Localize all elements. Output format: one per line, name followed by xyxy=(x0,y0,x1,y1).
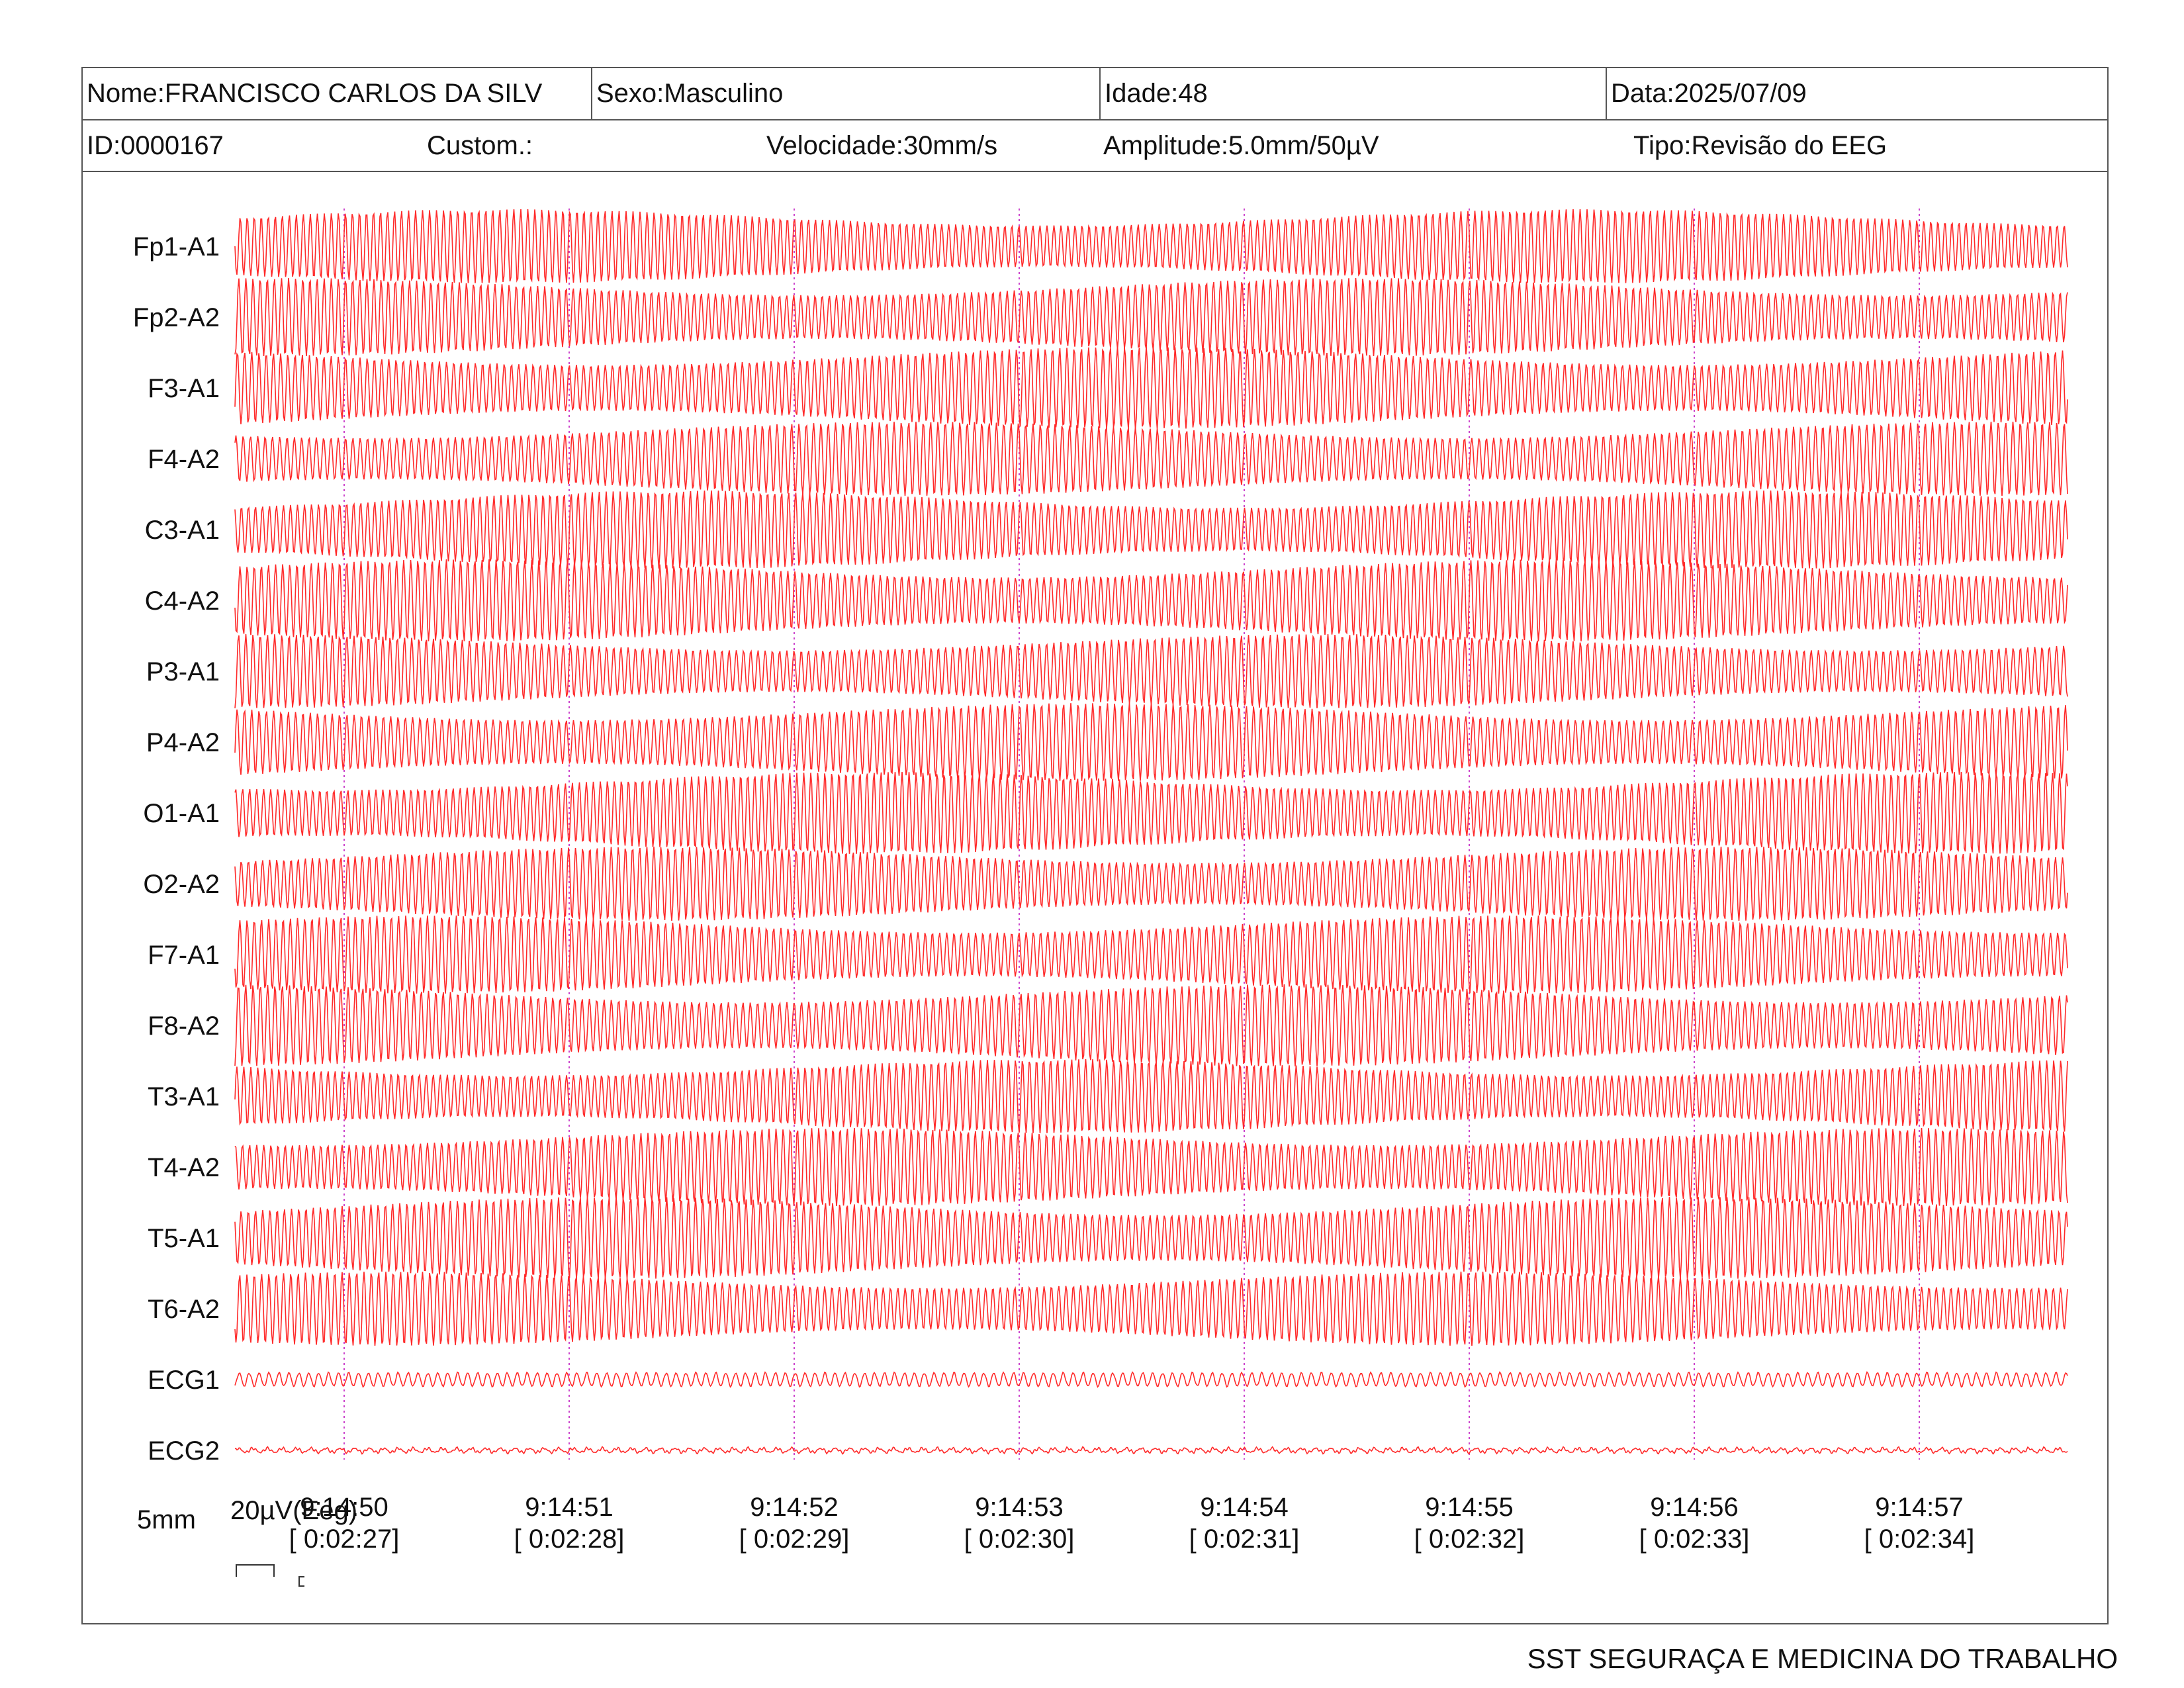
eeg-report-sheet: Nome:FRANCISCO CARLOS DA SILV Sexo:Mascu… xyxy=(81,67,2109,1624)
eeg-trace-f3-a1 xyxy=(234,347,2068,429)
patient-age: Idade:48 xyxy=(1099,68,1606,119)
channel-label: P4-A2 xyxy=(146,728,220,757)
amplitude-setting: Amplitude:5.0mm/50µV xyxy=(1103,130,1379,160)
eeg-trace-t4-a2 xyxy=(234,1128,2068,1207)
eeg-trace-f8-a2 xyxy=(234,984,2068,1067)
elapsed-label: [ 0:02:34] xyxy=(1864,1524,1975,1554)
elapsed-label: [ 0:02:31] xyxy=(1189,1524,1300,1554)
eeg-trace-p4-a2 xyxy=(234,703,2068,781)
elapsed-label: [ 0:02:28] xyxy=(514,1524,625,1554)
eeg-trace-p3-a1 xyxy=(234,633,2068,708)
eeg-trace-c4-a2 xyxy=(234,559,2068,642)
channel-label: T4-A2 xyxy=(148,1153,220,1182)
eeg-trace-t3-a1 xyxy=(234,1059,2068,1133)
custom-field: Custom.: xyxy=(427,130,533,160)
time-label: 9:14:51 xyxy=(525,1493,613,1522)
time-label: 9:14:54 xyxy=(1200,1493,1288,1522)
time-label: 9:14:50 xyxy=(300,1493,388,1522)
paper-speed: Velocidade:30mm/s xyxy=(766,130,998,160)
channel-label: O2-A2 xyxy=(143,870,220,899)
time-label: 9:14:53 xyxy=(975,1493,1063,1522)
channel-label: F3-A1 xyxy=(148,374,220,403)
elapsed-label: [ 0:02:32] xyxy=(1414,1524,1525,1554)
time-axis-labels: 9:14:50[ 0:02:27] 9:14:51[ 0:02:28] 9:14:5… xyxy=(289,1493,1975,1554)
elapsed-label: [ 0:02:27] xyxy=(289,1524,400,1554)
eeg-trace-t5-a1 xyxy=(234,1197,2068,1280)
channel-label: T6-A2 xyxy=(148,1295,220,1324)
elapsed-label: [ 0:02:33] xyxy=(1639,1524,1750,1554)
channel-label: Fp1-A1 xyxy=(133,232,220,261)
record-date: Data:2025/07/09 xyxy=(1606,68,2109,119)
amplitude-scale-label: 20µV(Eeg) xyxy=(230,1496,358,1525)
eeg-trace-o1-a1 xyxy=(234,771,2068,854)
time-scale-label: 5mm xyxy=(137,1505,196,1534)
channel-label: ECG2 xyxy=(148,1436,220,1466)
time-label: 9:14:57 xyxy=(1875,1493,1963,1522)
channel-label: F8-A2 xyxy=(148,1011,220,1041)
eeg-trace-ecg1 xyxy=(234,1371,2068,1388)
patient-id: ID:0000167 xyxy=(87,130,224,160)
channel-label: O1-A1 xyxy=(143,799,220,828)
company-name: SST SEGURAÇA E MEDICINA DO TRABALHO xyxy=(1527,1643,2118,1674)
time-label: 9:14:52 xyxy=(750,1493,838,1522)
eeg-trace-c3-a1 xyxy=(234,490,2068,569)
eeg-trace-f7-a1 xyxy=(234,915,2068,994)
scale-bar xyxy=(236,1564,304,1587)
eeg-trace-fp1-a1 xyxy=(234,209,2068,283)
exam-type: Tipo:Revisão do EEG xyxy=(1633,130,1888,160)
channel-label: ECG1 xyxy=(148,1366,220,1395)
channel-labels: Fp1-A1 Fp2-A2 F3-A1 F4-A2 C3-A1 C4-A2 P3-A1 P4-… xyxy=(133,232,220,1466)
channel-label: T3-A1 xyxy=(148,1082,220,1111)
patient-sex: Sexo:Masculino xyxy=(591,68,1099,119)
channel-label: F4-A2 xyxy=(148,445,220,474)
eeg-traces xyxy=(234,209,2068,1455)
eeg-trace-o2-a2 xyxy=(234,846,2068,921)
eeg-trace-t6-a2 xyxy=(234,1271,2068,1346)
channel-label: T5-A1 xyxy=(148,1224,220,1253)
channel-label: F7-A1 xyxy=(148,941,220,970)
elapsed-label: [ 0:02:30] xyxy=(964,1524,1075,1554)
eeg-trace-ecg2 xyxy=(235,1446,2068,1455)
header-row-patient: Nome:FRANCISCO CARLOS DA SILV Sexo:Mascu… xyxy=(83,68,2107,120)
channel-label: P3-A1 xyxy=(146,657,220,686)
header-row-settings: ID:0000167 Custom.: Velocidade:30mm/s Am… xyxy=(83,120,2107,172)
channel-label: C3-A1 xyxy=(145,516,220,545)
eeg-trace-fp2-a2 xyxy=(234,278,2068,357)
time-label: 9:14:55 xyxy=(1425,1493,1513,1522)
channel-label: Fp2-A2 xyxy=(133,303,220,332)
channel-label: C4-A2 xyxy=(145,586,220,616)
elapsed-label: [ 0:02:29] xyxy=(739,1524,850,1554)
eeg-trace-f4-a2 xyxy=(234,422,2068,496)
time-label: 9:14:56 xyxy=(1650,1493,1738,1522)
patient-name: Nome:FRANCISCO CARLOS DA SILV xyxy=(87,79,543,108)
